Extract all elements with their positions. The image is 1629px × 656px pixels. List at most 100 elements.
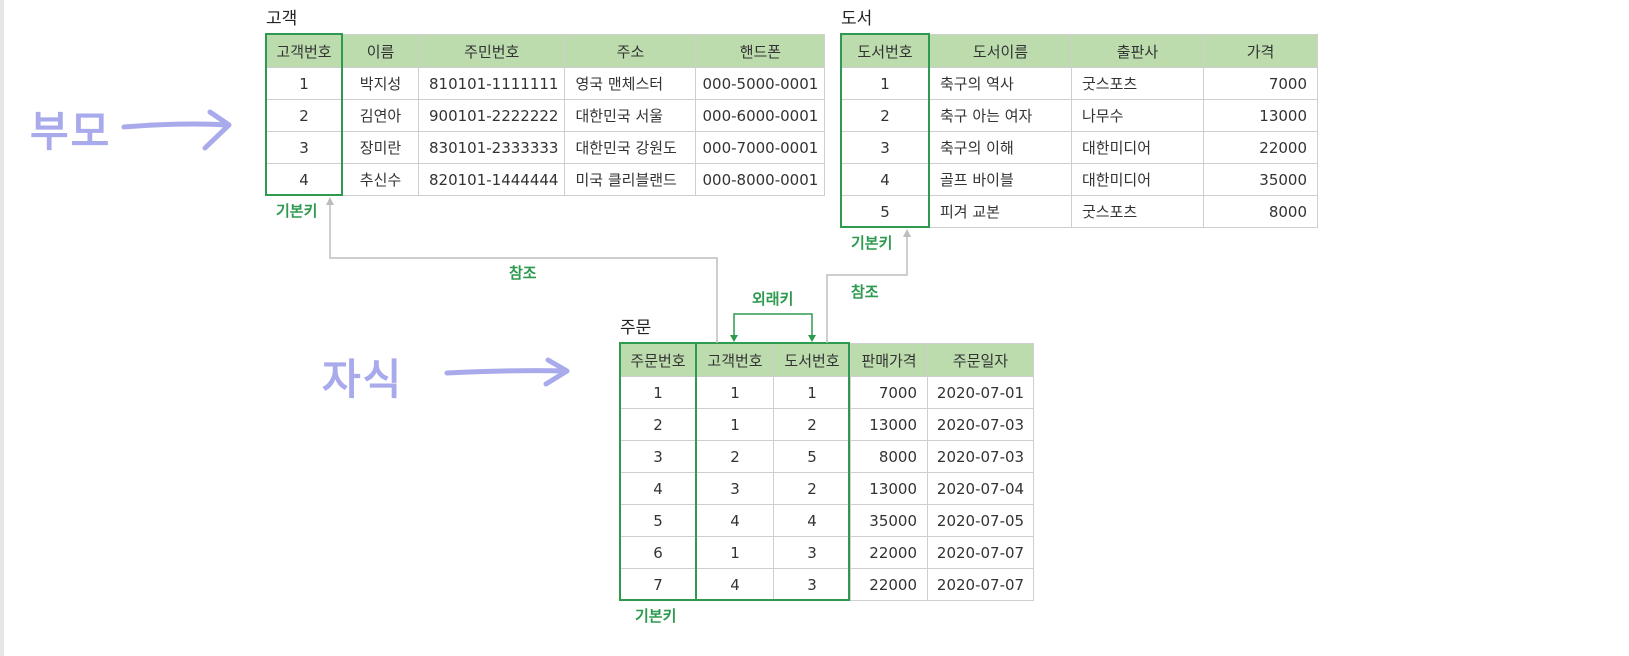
table-cell: 810101-1111111 bbox=[417, 67, 566, 100]
table-cell: 2 bbox=[773, 408, 851, 441]
table-row: 1 박지성 810101-1111111 영국 맨체스터 000-5000-00… bbox=[265, 67, 826, 100]
table-cell: 7000 bbox=[850, 376, 928, 409]
book-col-header: 도서번호 bbox=[840, 34, 930, 68]
table-cell: 830101-2333333 bbox=[417, 131, 566, 164]
table-cell: 4 bbox=[265, 163, 343, 196]
foreign-key-arrow-right bbox=[808, 335, 816, 342]
foreign-key-arrow-left bbox=[730, 335, 738, 342]
table-cell: 대한미디어 bbox=[1071, 163, 1204, 196]
table-cell: 2 bbox=[619, 408, 697, 441]
table-cell: 2020-07-05 bbox=[927, 504, 1034, 537]
order-col-header: 주문일자 bbox=[927, 343, 1034, 377]
left-edge-strip bbox=[0, 0, 4, 656]
table-cell: 820101-1444444 bbox=[417, 163, 566, 196]
table-cell: 김연아 bbox=[342, 99, 419, 132]
table-cell: 13000 bbox=[850, 472, 928, 505]
table-cell: 4 bbox=[840, 163, 930, 196]
table-cell: 1 bbox=[619, 376, 697, 409]
table-cell: 000-8000-0001 bbox=[695, 163, 826, 196]
table-cell: 000-5000-0001 bbox=[695, 67, 826, 100]
table-cell: 35000 bbox=[1203, 163, 1318, 196]
foreign-key-bracket bbox=[733, 313, 813, 339]
table-cell: 5 bbox=[773, 440, 851, 473]
table-row: 4 3 2 13000 2020-07-04 bbox=[619, 472, 1034, 505]
handwritten-child-arrow bbox=[444, 357, 570, 387]
table-row: 1 1 1 7000 2020-07-01 bbox=[619, 376, 1034, 409]
book-table-caption: 도서 bbox=[841, 9, 873, 29]
order-table: 주문번호 고객번호 도서번호 판매가격 주문일자 1 1 1 7000 2020… bbox=[619, 343, 1034, 601]
order-foreign-key-label: 외래키 bbox=[752, 290, 794, 308]
table-cell: 4 bbox=[696, 568, 774, 601]
table-cell: 6 bbox=[619, 536, 697, 569]
order-table-caption: 주문 bbox=[620, 318, 652, 338]
table-cell: 2020-07-04 bbox=[927, 472, 1034, 505]
table-cell: 2 bbox=[773, 472, 851, 505]
table-cell: 8000 bbox=[1203, 195, 1318, 228]
table-cell: 장미란 bbox=[342, 131, 419, 164]
table-cell: 35000 bbox=[850, 504, 928, 537]
table-cell: 1 bbox=[265, 67, 343, 100]
table-cell: 3 bbox=[773, 568, 851, 601]
table-cell: 5 bbox=[619, 504, 697, 537]
table-row: 3 축구의 이해 대한미디어 22000 bbox=[840, 131, 1318, 164]
table-row: 7 4 3 22000 2020-07-07 bbox=[619, 568, 1034, 601]
handwritten-parent-label: 부모 bbox=[30, 107, 112, 156]
table-cell: 3 bbox=[696, 472, 774, 505]
table-cell: 축구 아는 여자 bbox=[929, 99, 1072, 132]
book-table: 도서번호 도서이름 출판사 가격 1 축구의 역사 굿스포츠 7000 2 축구… bbox=[840, 34, 1318, 228]
table-cell: 2 bbox=[265, 99, 343, 132]
customer-table-caption: 고객 bbox=[266, 9, 298, 29]
table-cell: 3 bbox=[619, 440, 697, 473]
order-primary-key-label: 기본키 bbox=[635, 607, 677, 625]
order-col-header: 판매가격 bbox=[850, 343, 928, 377]
order-col-header: 주문번호 bbox=[619, 343, 697, 377]
customer-reference-label: 참조 bbox=[509, 264, 537, 282]
table-cell: 000-7000-0001 bbox=[695, 131, 826, 164]
handwritten-child-label: 자식 bbox=[322, 355, 404, 404]
table-cell: 2020-07-07 bbox=[927, 568, 1034, 601]
table-row: 5 4 4 35000 2020-07-05 bbox=[619, 504, 1034, 537]
book-reference-label: 참조 bbox=[851, 283, 879, 301]
table-cell: 굿스포츠 bbox=[1071, 67, 1204, 100]
table-cell: 2020-07-03 bbox=[927, 408, 1034, 441]
table-row: 4 추신수 820101-1444444 미국 클리블랜드 000-8000-0… bbox=[265, 163, 826, 196]
table-cell: 축구의 역사 bbox=[929, 67, 1072, 100]
table-row: 6 1 3 22000 2020-07-07 bbox=[619, 536, 1034, 569]
book-primary-key-label: 기본키 bbox=[851, 234, 893, 252]
table-row: 3 2 5 8000 2020-07-03 bbox=[619, 440, 1034, 473]
table-cell: 2 bbox=[696, 440, 774, 473]
book-header-row: 도서번호 도서이름 출판사 가격 bbox=[840, 34, 1318, 68]
table-cell: 3 bbox=[773, 536, 851, 569]
customer-header-row: 고객번호 이름 주민번호 주소 핸드폰 bbox=[265, 34, 826, 68]
table-cell: 대한민국 강원도 bbox=[564, 131, 697, 164]
customer-col-header: 핸드폰 bbox=[695, 34, 826, 68]
customer-col-header: 고객번호 bbox=[265, 34, 343, 68]
customer-col-header: 주민번호 bbox=[417, 34, 566, 68]
handwritten-parent-arrow bbox=[121, 109, 232, 151]
table-row: 3 장미란 830101-2333333 대한민국 강원도 000-7000-0… bbox=[265, 131, 826, 164]
book-col-header: 가격 bbox=[1203, 34, 1318, 68]
table-cell: 피겨 교본 bbox=[929, 195, 1072, 228]
table-cell: 1 bbox=[696, 536, 774, 569]
table-cell: 2020-07-01 bbox=[927, 376, 1034, 409]
order-col-header: 도서번호 bbox=[773, 343, 851, 377]
order-col-header: 고객번호 bbox=[696, 343, 774, 377]
order-header-row: 주문번호 고객번호 도서번호 판매가격 주문일자 bbox=[619, 343, 1034, 377]
table-cell: 미국 클리블랜드 bbox=[564, 163, 697, 196]
table-cell: 굿스포츠 bbox=[1071, 195, 1204, 228]
table-cell: 골프 바이블 bbox=[929, 163, 1072, 196]
table-cell: 4 bbox=[696, 504, 774, 537]
table-cell: 3 bbox=[840, 131, 930, 164]
book-col-header: 도서이름 bbox=[929, 34, 1072, 68]
table-cell: 2020-07-07 bbox=[927, 536, 1034, 569]
table-cell: 22000 bbox=[850, 568, 928, 601]
table-row: 5 피겨 교본 굿스포츠 8000 bbox=[840, 195, 1318, 228]
table-cell: 7 bbox=[619, 568, 697, 601]
table-cell: 5 bbox=[840, 195, 930, 228]
customer-col-header: 이름 bbox=[342, 34, 419, 68]
table-cell: 22000 bbox=[850, 536, 928, 569]
table-cell: 대한민국 서울 bbox=[564, 99, 697, 132]
table-cell: 22000 bbox=[1203, 131, 1318, 164]
table-cell: 박지성 bbox=[342, 67, 419, 100]
table-row: 4 골프 바이블 대한미디어 35000 bbox=[840, 163, 1318, 196]
